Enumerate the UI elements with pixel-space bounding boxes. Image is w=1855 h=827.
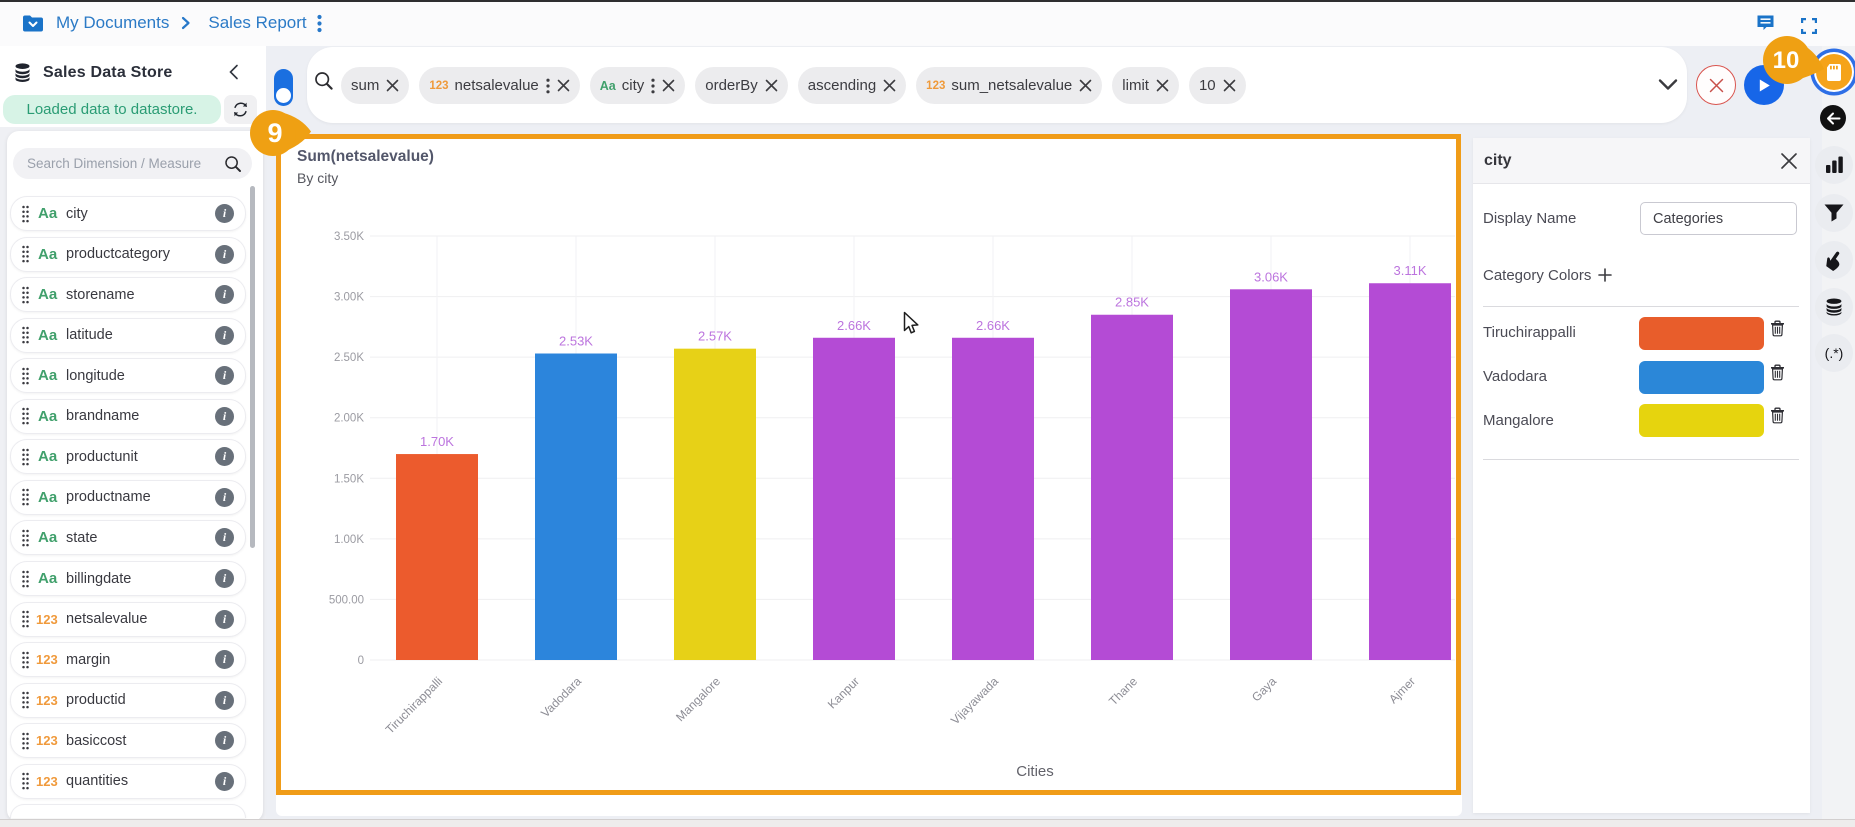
svg-text:2.00K: 2.00K — [334, 413, 364, 425]
svg-text:10: 10 — [1773, 47, 1800, 74]
svg-text:Ajmer: Ajmer — [1386, 674, 1418, 706]
svg-text:2.53K: 2.53K — [559, 334, 593, 349]
svg-text:3.06K: 3.06K — [1254, 269, 1288, 284]
svg-text:Tiruchirappalli: Tiruchirappalli — [383, 674, 445, 736]
svg-text:3.50K: 3.50K — [334, 231, 364, 243]
svg-text:1.50K: 1.50K — [334, 473, 364, 485]
svg-text:9: 9 — [267, 118, 282, 148]
svg-text:0: 0 — [358, 655, 364, 667]
svg-text:3.11K: 3.11K — [1393, 263, 1426, 278]
svg-text:500.00: 500.00 — [329, 594, 364, 606]
svg-text:2.66K: 2.66K — [976, 318, 1010, 333]
svg-text:2.50K: 2.50K — [334, 352, 364, 364]
svg-text:2.57K: 2.57K — [698, 329, 732, 344]
svg-text:1.70K: 1.70K — [420, 434, 454, 449]
svg-text:Thane: Thane — [1106, 674, 1140, 708]
svg-text:2.66K: 2.66K — [837, 318, 871, 333]
svg-text:Vadodara: Vadodara — [538, 674, 584, 720]
svg-text:2.85K: 2.85K — [1115, 295, 1149, 310]
svg-text:Cities: Cities — [1016, 763, 1054, 780]
svg-text:Kanpur: Kanpur — [825, 674, 862, 711]
svg-text:Gaya: Gaya — [1249, 674, 1279, 704]
svg-text:1.00K: 1.00K — [334, 534, 364, 546]
svg-text:3.00K: 3.00K — [334, 292, 364, 304]
svg-text:Vijayawada: Vijayawada — [948, 674, 1001, 727]
svg-text:Mangalore: Mangalore — [673, 674, 723, 724]
